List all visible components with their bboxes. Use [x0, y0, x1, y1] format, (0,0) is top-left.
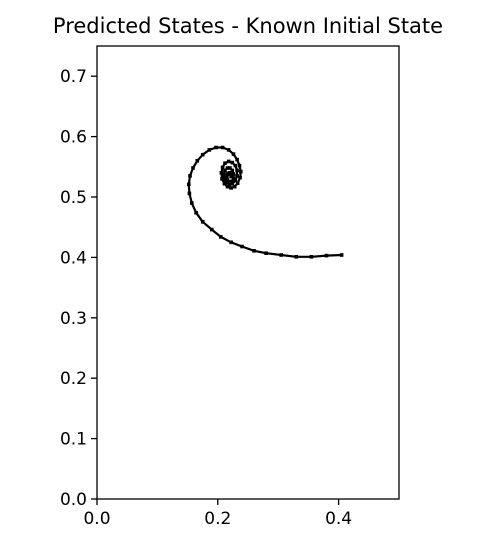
- data-point: [220, 145, 225, 150]
- y-tick-label: 0.3: [60, 309, 87, 329]
- data-point: [222, 181, 227, 186]
- data-point: [200, 152, 205, 157]
- chart-title: Predicted States - Known Initial State: [53, 14, 443, 38]
- data-point: [222, 177, 227, 181]
- data-point: [214, 145, 218, 150]
- data-point: [235, 157, 239, 162]
- data-point: [226, 148, 231, 152]
- y-tick-label: 0.6: [60, 128, 87, 148]
- data-point: [233, 178, 238, 183]
- data-point: [230, 168, 235, 173]
- data-point: [252, 249, 256, 253]
- data-point: [264, 251, 268, 255]
- data-point: [229, 174, 233, 179]
- data-point: [219, 235, 223, 239]
- data-point: [226, 159, 231, 164]
- data-point: [228, 172, 233, 176]
- data-point: [228, 166, 232, 170]
- data-point: [235, 168, 239, 173]
- y-tick-label: 0.5: [60, 188, 87, 208]
- series-layer: [187, 145, 344, 259]
- series-line: [187, 146, 343, 258]
- data-point: [220, 165, 225, 170]
- data-point: [225, 166, 230, 170]
- data-point: [294, 255, 299, 259]
- data-point: [237, 163, 242, 168]
- data-point: [239, 169, 243, 174]
- data-point: [309, 255, 314, 259]
- data-point: [231, 152, 236, 156]
- data-point: [219, 171, 224, 175]
- y-tick-label: 0.2: [60, 369, 87, 389]
- data-point: [235, 174, 239, 178]
- data-point: [229, 240, 233, 245]
- data-point: [230, 181, 235, 186]
- data-point: [220, 177, 224, 181]
- data-point: [190, 201, 194, 205]
- data-point: [191, 166, 195, 170]
- data-point: [225, 178, 230, 182]
- data-point: [187, 191, 192, 196]
- axis-ticks: 0.0 0.2 0.4 0.0 0.1 0.2 0.3 0.4 0.5 0.6 0.7: [60, 67, 352, 529]
- data-point: [223, 168, 227, 173]
- data-point: [222, 172, 226, 177]
- plot-area-frame: [96, 45, 400, 500]
- data-point: [232, 184, 237, 189]
- y-tick-label: 0.0: [60, 490, 87, 510]
- data-point: [230, 160, 235, 165]
- data-point: [324, 253, 329, 258]
- y-tick-label: 0.1: [60, 430, 87, 450]
- x-tick-label: 0.4: [325, 509, 352, 529]
- x-tick-label: 0.2: [204, 509, 231, 529]
- data-point: [187, 182, 191, 187]
- data-point: [240, 244, 244, 249]
- data-point: [207, 148, 212, 152]
- data-point: [223, 161, 227, 165]
- y-tick-label: 0.4: [60, 248, 87, 268]
- data-point: [231, 176, 236, 181]
- y-tick-label: 0.7: [60, 67, 87, 87]
- data-point: [194, 210, 198, 215]
- data-point: [229, 179, 234, 184]
- data-point: [231, 172, 236, 176]
- data-point: [339, 253, 344, 257]
- data-point: [235, 181, 240, 185]
- data-point: [279, 253, 283, 257]
- data-point: [225, 184, 230, 189]
- x-tick-label: 0.0: [83, 509, 110, 529]
- data-point: [227, 182, 232, 187]
- data-point: [233, 163, 238, 168]
- data-point: [195, 159, 200, 163]
- data-point: [238, 175, 242, 180]
- data-point: [229, 186, 233, 190]
- data-point: [224, 180, 229, 185]
- data-point: [225, 175, 229, 179]
- data-point: [188, 174, 192, 178]
- data-point: [210, 227, 214, 232]
- data-point: [200, 220, 205, 224]
